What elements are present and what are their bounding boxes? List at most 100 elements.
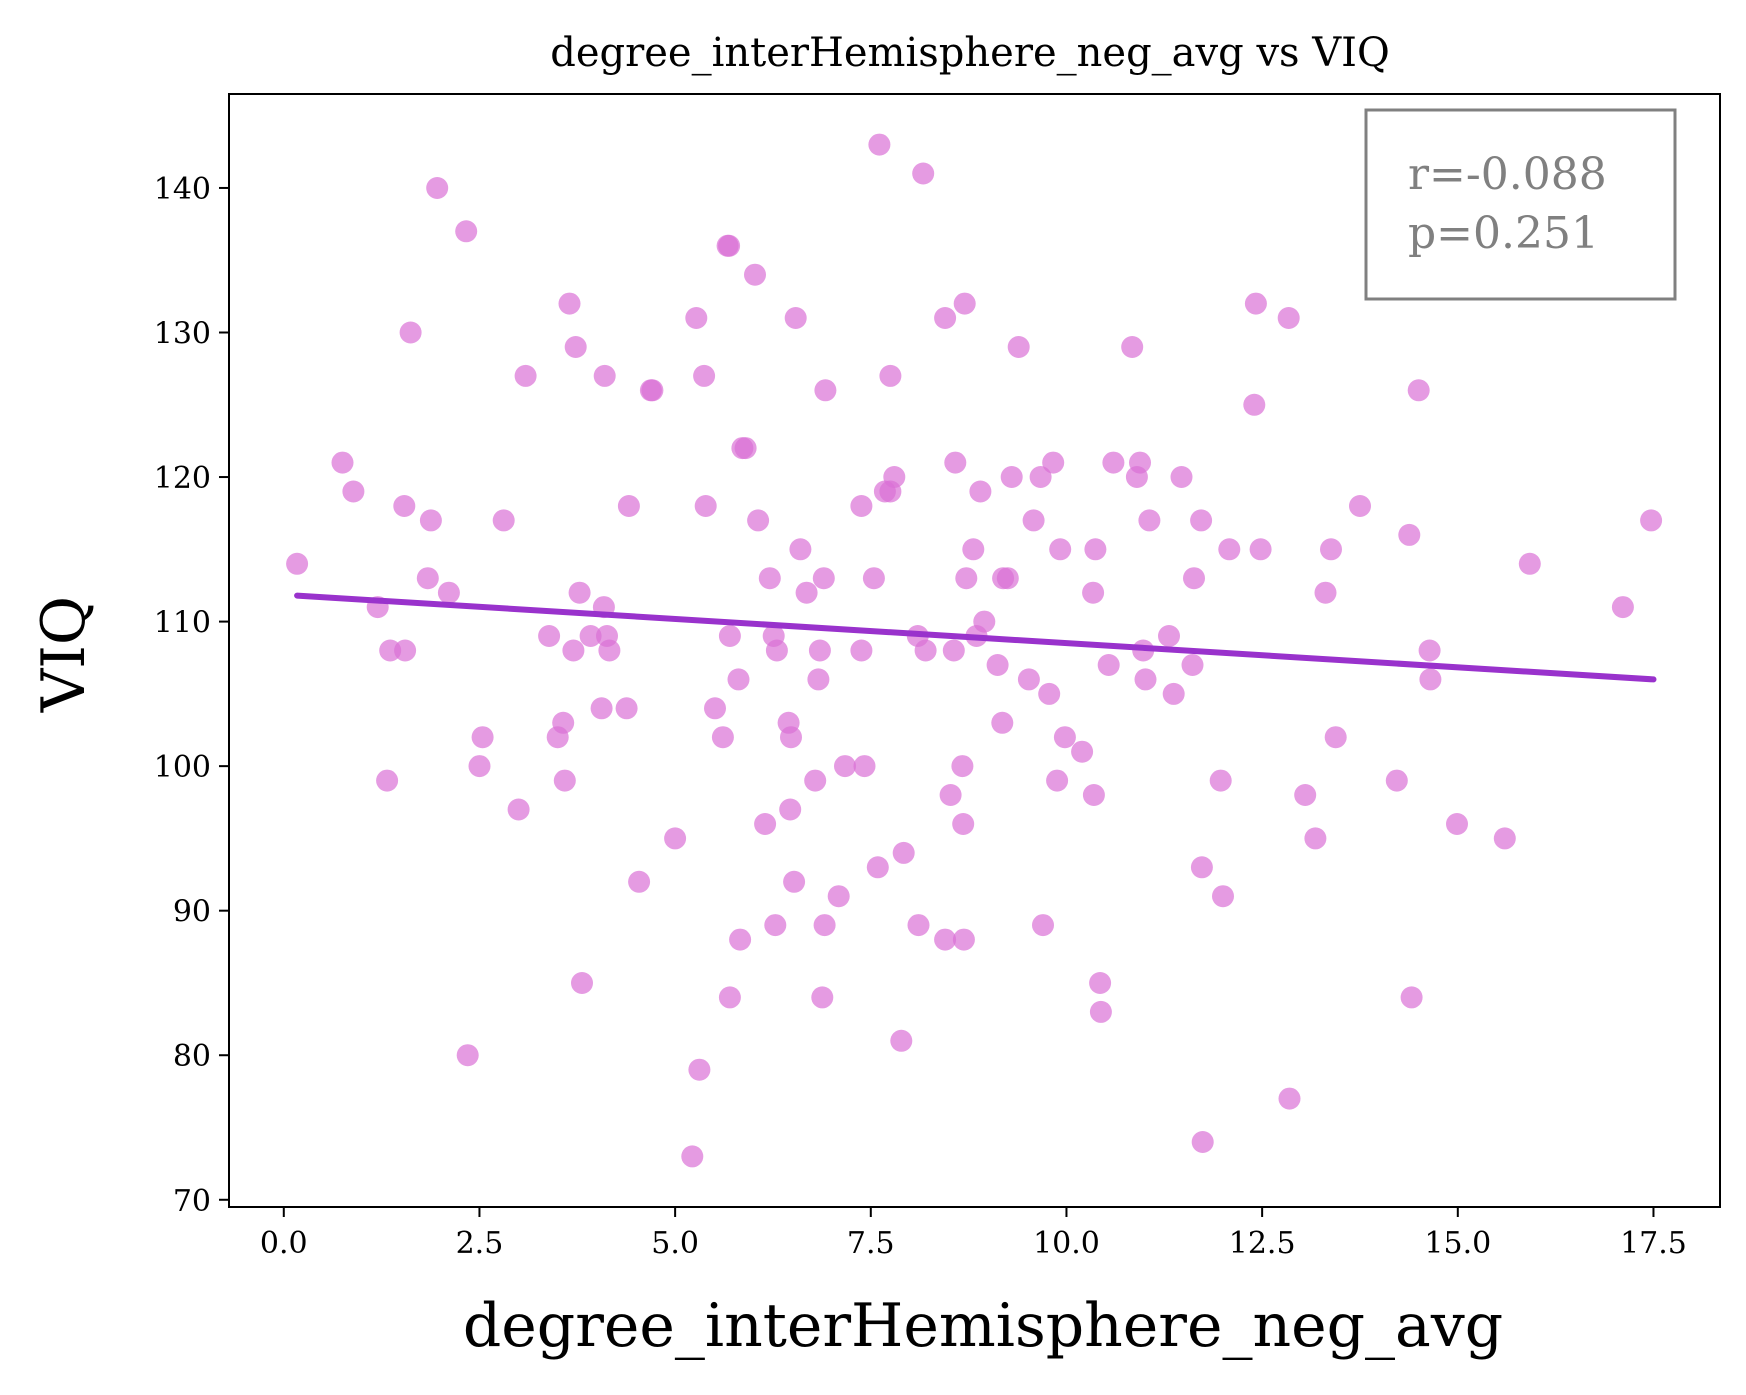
p-value-text: p=0.251: [1408, 208, 1599, 259]
data-point: [951, 755, 974, 778]
x-axis-ticks: 0.0 2.5 5.0 7.5 10.0 12.5 15.0 17.5: [260, 1207, 1687, 1261]
data-point: [641, 379, 664, 402]
data-point: [1049, 538, 1072, 561]
data-point: [615, 697, 638, 720]
data-point: [1407, 379, 1430, 402]
data-point: [934, 307, 957, 329]
x-tick-label: 0.0: [260, 1226, 308, 1261]
data-point: [1419, 668, 1442, 691]
data-point: [568, 581, 591, 604]
chart-title: degree_interHemisphere_neg_avg vs VIQ: [550, 30, 1390, 76]
data-point: [553, 769, 576, 792]
data-point: [419, 509, 442, 532]
data-point: [942, 639, 965, 662]
data-point: [853, 755, 876, 778]
data-point: [1244, 292, 1267, 315]
data-point: [342, 480, 365, 503]
data-point: [850, 495, 873, 517]
data-point: [914, 639, 937, 662]
y-tick-label: 130: [154, 317, 211, 352]
data-point: [813, 914, 836, 937]
data-point: [1170, 466, 1193, 488]
data-point: [376, 769, 399, 792]
data-point: [1493, 827, 1516, 850]
data-point: [868, 133, 891, 156]
data-point: [729, 928, 752, 951]
data-point: [1611, 596, 1634, 619]
data-point: [718, 986, 741, 1009]
data-point: [1121, 336, 1144, 358]
data-point: [564, 336, 587, 358]
x-tick-label: 15.0: [1424, 1226, 1491, 1261]
data-point: [1243, 393, 1266, 416]
data-point: [1022, 509, 1045, 532]
data-point: [812, 567, 835, 590]
data-point: [879, 364, 902, 387]
data-point: [514, 364, 537, 387]
data-point: [437, 581, 460, 604]
data-point: [393, 495, 416, 517]
data-point: [834, 755, 856, 778]
data-point: [747, 509, 770, 532]
data-point: [507, 798, 530, 821]
data-point: [664, 827, 687, 850]
data-point: [590, 697, 613, 720]
data-point: [734, 437, 757, 460]
data-point: [688, 1058, 711, 1081]
data-point: [711, 726, 734, 749]
data-point: [1042, 451, 1065, 474]
data-point: [1191, 1131, 1214, 1153]
correlation-r-text: r=-0.088: [1408, 149, 1607, 200]
data-point: [1102, 451, 1125, 474]
data-point: [1209, 769, 1232, 792]
data-point: [939, 784, 962, 806]
data-point: [784, 307, 807, 329]
data-point: [1162, 682, 1185, 705]
data-point: [744, 263, 766, 286]
data-point: [934, 928, 957, 951]
data-point: [1071, 740, 1094, 763]
data-point: [617, 495, 640, 517]
data-point: [1089, 972, 1112, 994]
data-point: [1294, 784, 1317, 806]
data-point: [693, 364, 716, 387]
data-point: [1053, 726, 1076, 749]
data-point: [850, 639, 873, 662]
data-point: [1418, 639, 1441, 662]
data-point: [969, 480, 992, 503]
data-point: [1640, 509, 1663, 532]
y-tick-label: 70: [173, 1184, 211, 1219]
data-point: [471, 726, 494, 749]
y-tick-label: 140: [154, 172, 211, 207]
data-point: [1518, 552, 1541, 575]
data-point: [538, 625, 561, 647]
data-point: [765, 639, 788, 662]
data-point: [394, 639, 417, 662]
stats-box: r=-0.088 p=0.251: [1364, 108, 1677, 301]
data-point: [598, 639, 621, 662]
data-point: [718, 625, 741, 647]
data-point: [399, 321, 422, 344]
data-point: [1082, 581, 1105, 604]
data-point: [694, 495, 717, 517]
data-point: [780, 726, 802, 749]
data-point: [1134, 668, 1157, 691]
x-axis-label: degree_interHemisphere_neg_avg: [463, 1291, 1503, 1361]
data-point: [1158, 625, 1180, 647]
data-point: [758, 567, 781, 590]
data-point: [1324, 726, 1347, 749]
data-point: [426, 177, 449, 199]
data-point: [795, 581, 818, 604]
x-tick-label: 12.5: [1229, 1226, 1296, 1261]
data-point: [1314, 581, 1337, 604]
data-point: [754, 813, 777, 835]
data-point: [1089, 1000, 1112, 1023]
stats-box-frame: [1364, 108, 1677, 301]
data-point: [492, 509, 515, 532]
data-point: [955, 567, 978, 590]
data-point: [558, 292, 581, 315]
data-point: [455, 220, 478, 243]
data-point: [286, 552, 309, 575]
data-point: [1320, 538, 1342, 561]
